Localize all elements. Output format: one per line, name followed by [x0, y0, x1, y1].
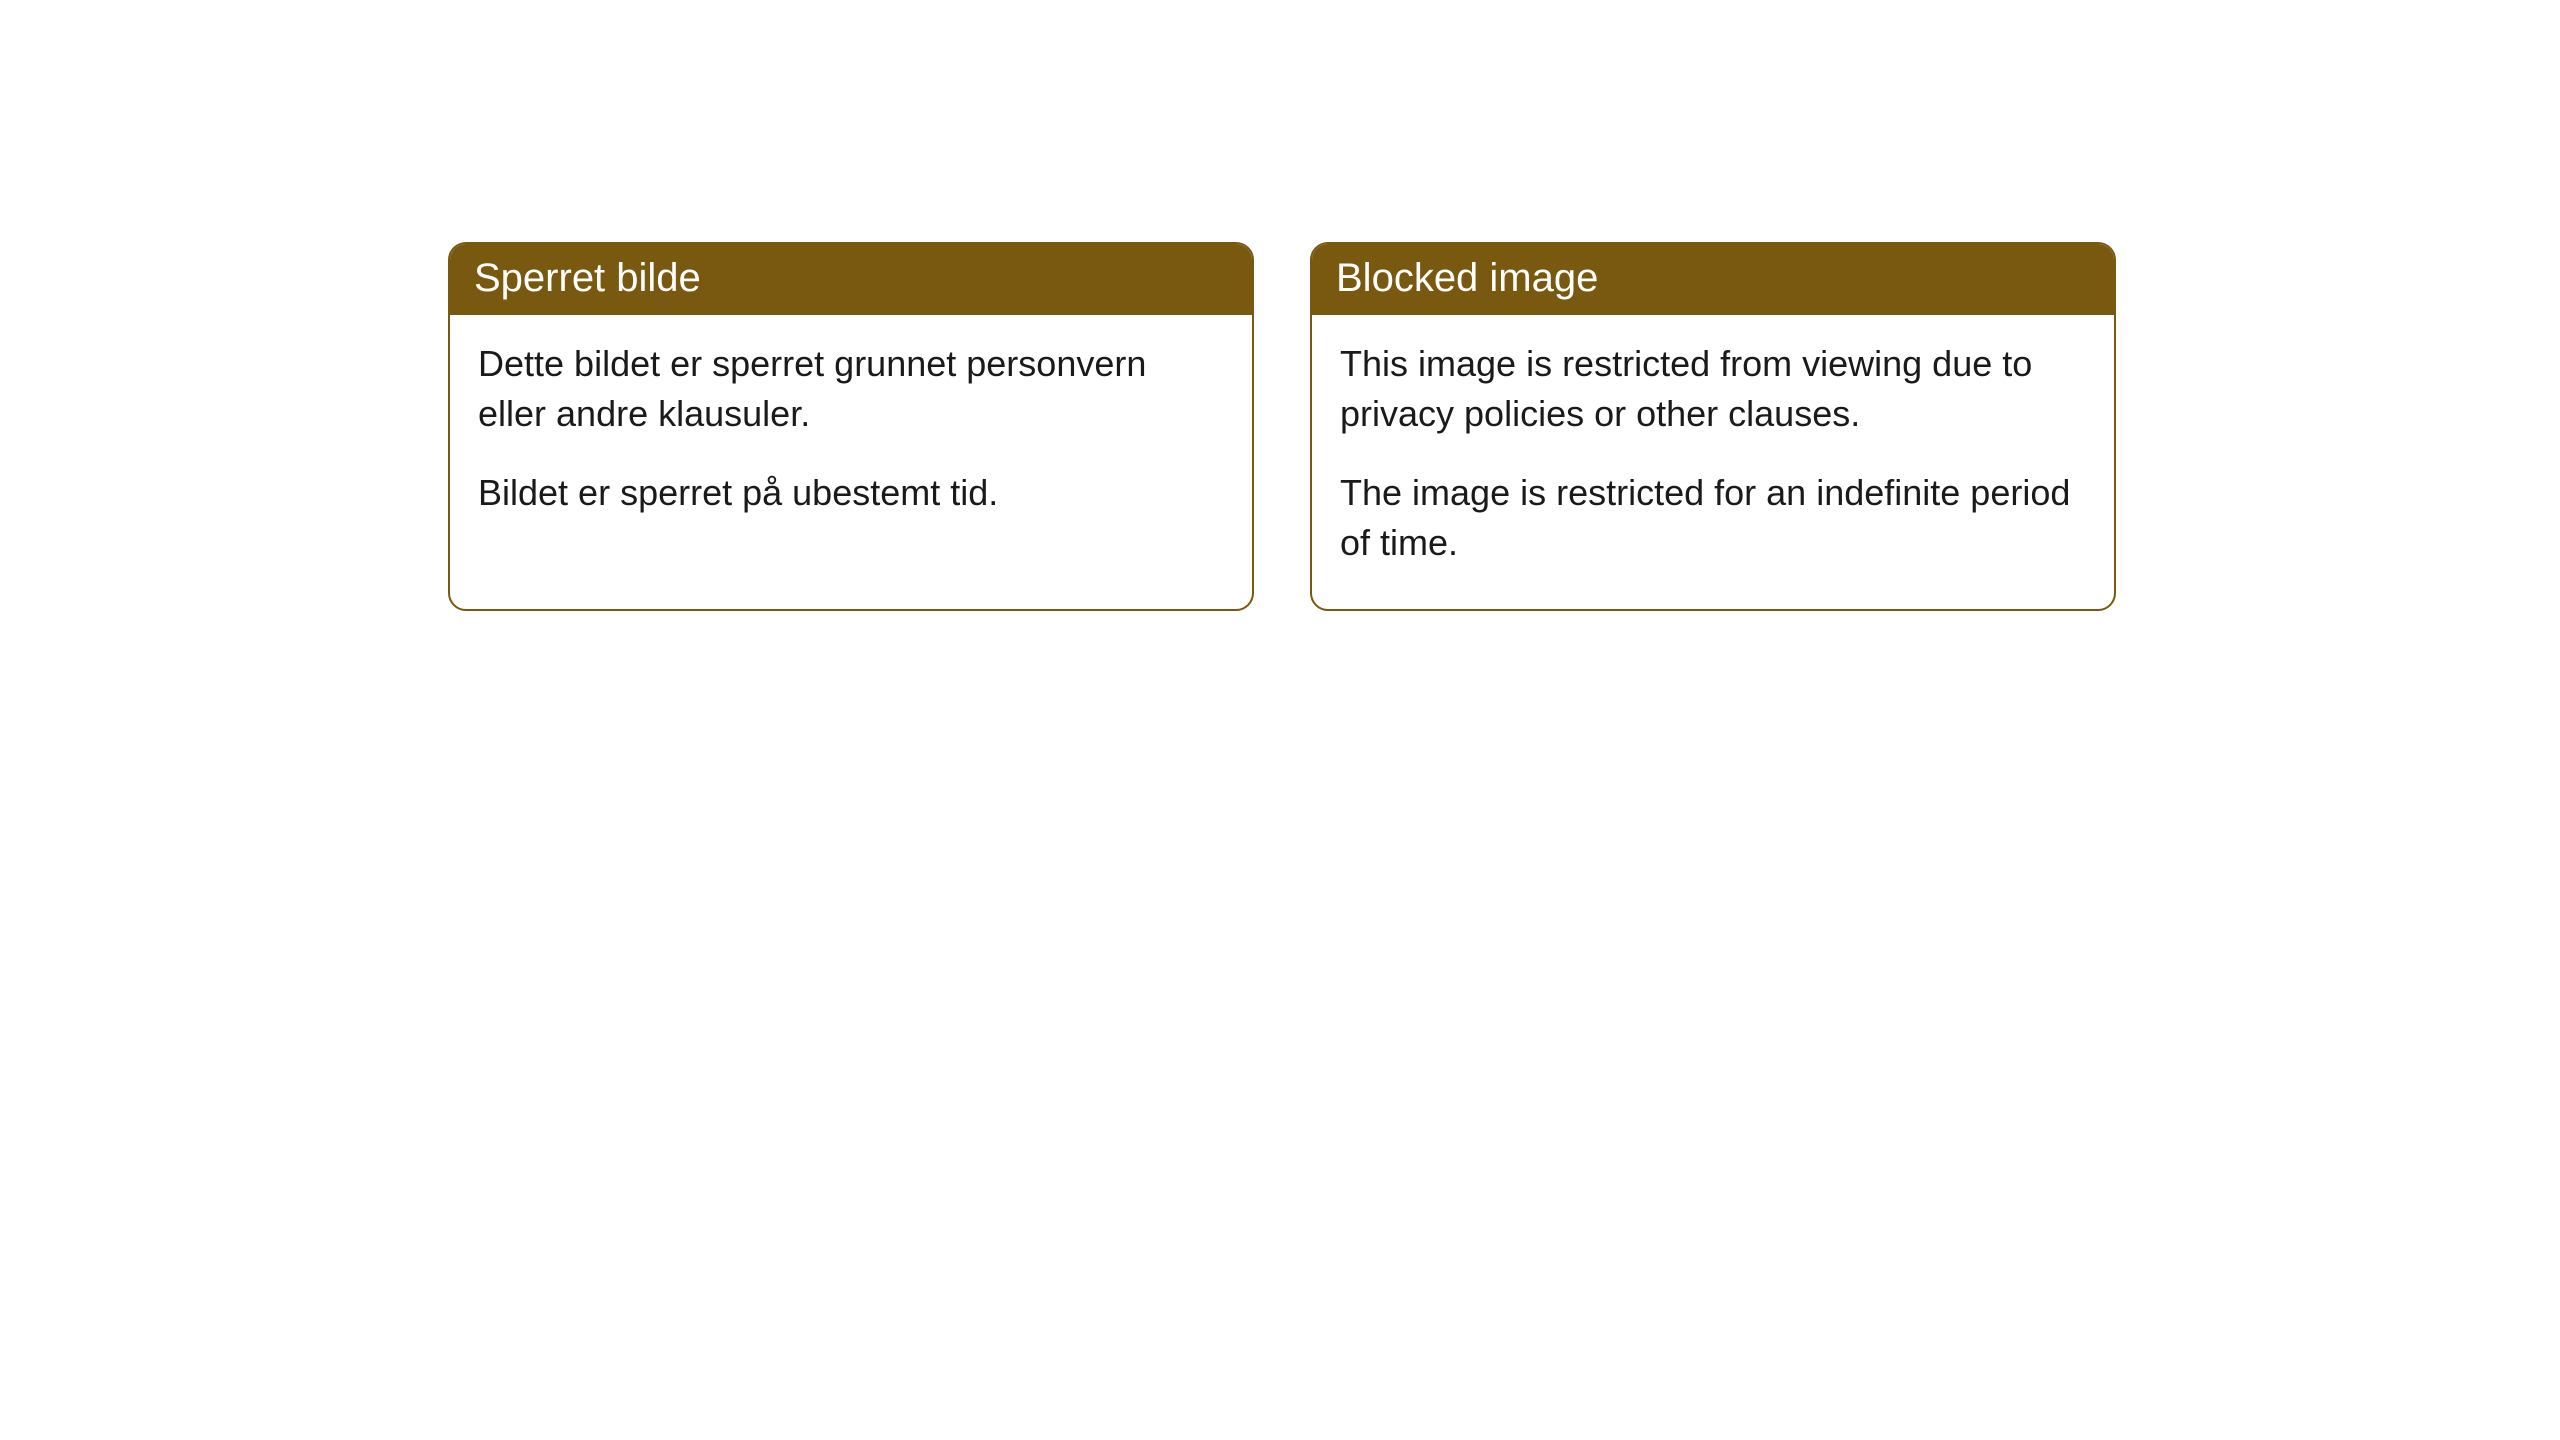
card-paragraph: Bildet er sperret på ubestemt tid. — [478, 468, 1224, 518]
card-body: Dette bildet er sperret grunnet personve… — [450, 315, 1252, 558]
card-header: Blocked image — [1312, 244, 2114, 315]
card-header: Sperret bilde — [450, 244, 1252, 315]
card-paragraph: This image is restricted from viewing du… — [1340, 339, 2086, 440]
notice-cards-container: Sperret bilde Dette bildet er sperret gr… — [448, 242, 2116, 611]
card-body: This image is restricted from viewing du… — [1312, 315, 2114, 609]
card-paragraph: The image is restricted for an indefinit… — [1340, 468, 2086, 569]
card-paragraph: Dette bildet er sperret grunnet personve… — [478, 339, 1224, 440]
card-title: Sperret bilde — [474, 256, 701, 300]
card-title: Blocked image — [1336, 256, 1598, 300]
notice-card-norwegian: Sperret bilde Dette bildet er sperret gr… — [448, 242, 1254, 611]
notice-card-english: Blocked image This image is restricted f… — [1310, 242, 2116, 611]
